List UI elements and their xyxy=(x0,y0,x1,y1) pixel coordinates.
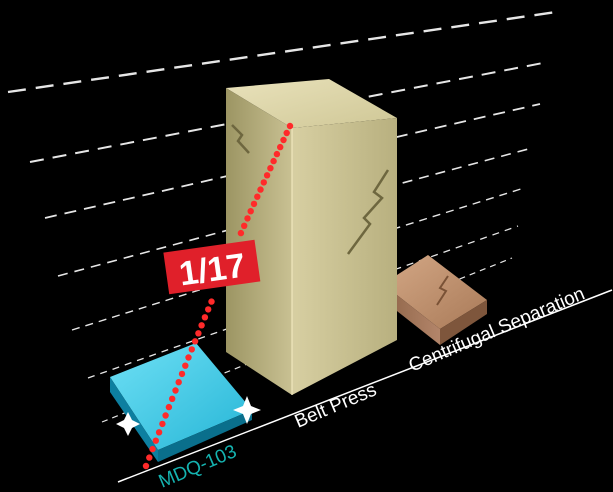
ratio-dot xyxy=(146,454,153,461)
sparkle-icon xyxy=(116,412,140,436)
ratio-dot xyxy=(195,330,202,337)
ratio-dot xyxy=(201,314,209,321)
ratio-dot xyxy=(162,412,169,419)
ratio-dot xyxy=(286,122,294,130)
ratio-dot xyxy=(178,370,186,378)
x-axis-baseline xyxy=(117,289,613,483)
ratio-dot xyxy=(165,403,173,411)
ratio-dot xyxy=(263,172,271,179)
gridline-2 xyxy=(44,103,541,219)
bar-centrifugal-separation xyxy=(383,255,487,345)
gridline-5 xyxy=(87,225,519,379)
ratio-dot xyxy=(149,445,156,453)
ratio-dot xyxy=(188,346,195,353)
sparkle-icon xyxy=(233,396,261,424)
ratio-dot xyxy=(257,186,264,193)
ratio-dot xyxy=(172,387,179,394)
ratio-dot xyxy=(280,136,287,144)
bar-belt-press xyxy=(226,79,397,395)
ratio-dot xyxy=(182,362,189,369)
ratio-dot xyxy=(159,420,166,428)
ratio-dot xyxy=(191,338,199,345)
bar-mdq-103 xyxy=(110,343,261,462)
ratio-dot xyxy=(247,208,254,215)
ratio-dot xyxy=(283,129,290,137)
ratio-dot xyxy=(241,222,248,229)
ratio-annotation-text: 1/17 xyxy=(177,247,248,294)
ratio-dot xyxy=(273,150,281,158)
ratio-dot xyxy=(260,179,267,186)
ratio-dot xyxy=(267,165,274,172)
ratio-dot xyxy=(250,200,258,208)
ratio-dot xyxy=(198,322,205,329)
ratio-dot xyxy=(142,462,150,470)
ratio-dot xyxy=(270,157,277,165)
gridline-4 xyxy=(71,187,525,331)
ratio-dot xyxy=(185,354,192,361)
ratio-dot xyxy=(237,229,245,237)
ratio-dot xyxy=(205,306,212,313)
ratio-dotted-line xyxy=(142,122,294,470)
ratio-annotation-badge: 1/17 xyxy=(163,239,261,295)
ratio-dot xyxy=(155,429,163,436)
ratio-dot xyxy=(277,143,284,151)
ratio-dot xyxy=(244,215,251,222)
gridline-0 xyxy=(7,10,557,94)
ratio-dot xyxy=(254,193,261,200)
ratio-dot xyxy=(152,437,159,444)
ratio-dot xyxy=(208,298,215,305)
ratio-dot xyxy=(175,379,182,386)
ratio-dot xyxy=(169,395,176,402)
